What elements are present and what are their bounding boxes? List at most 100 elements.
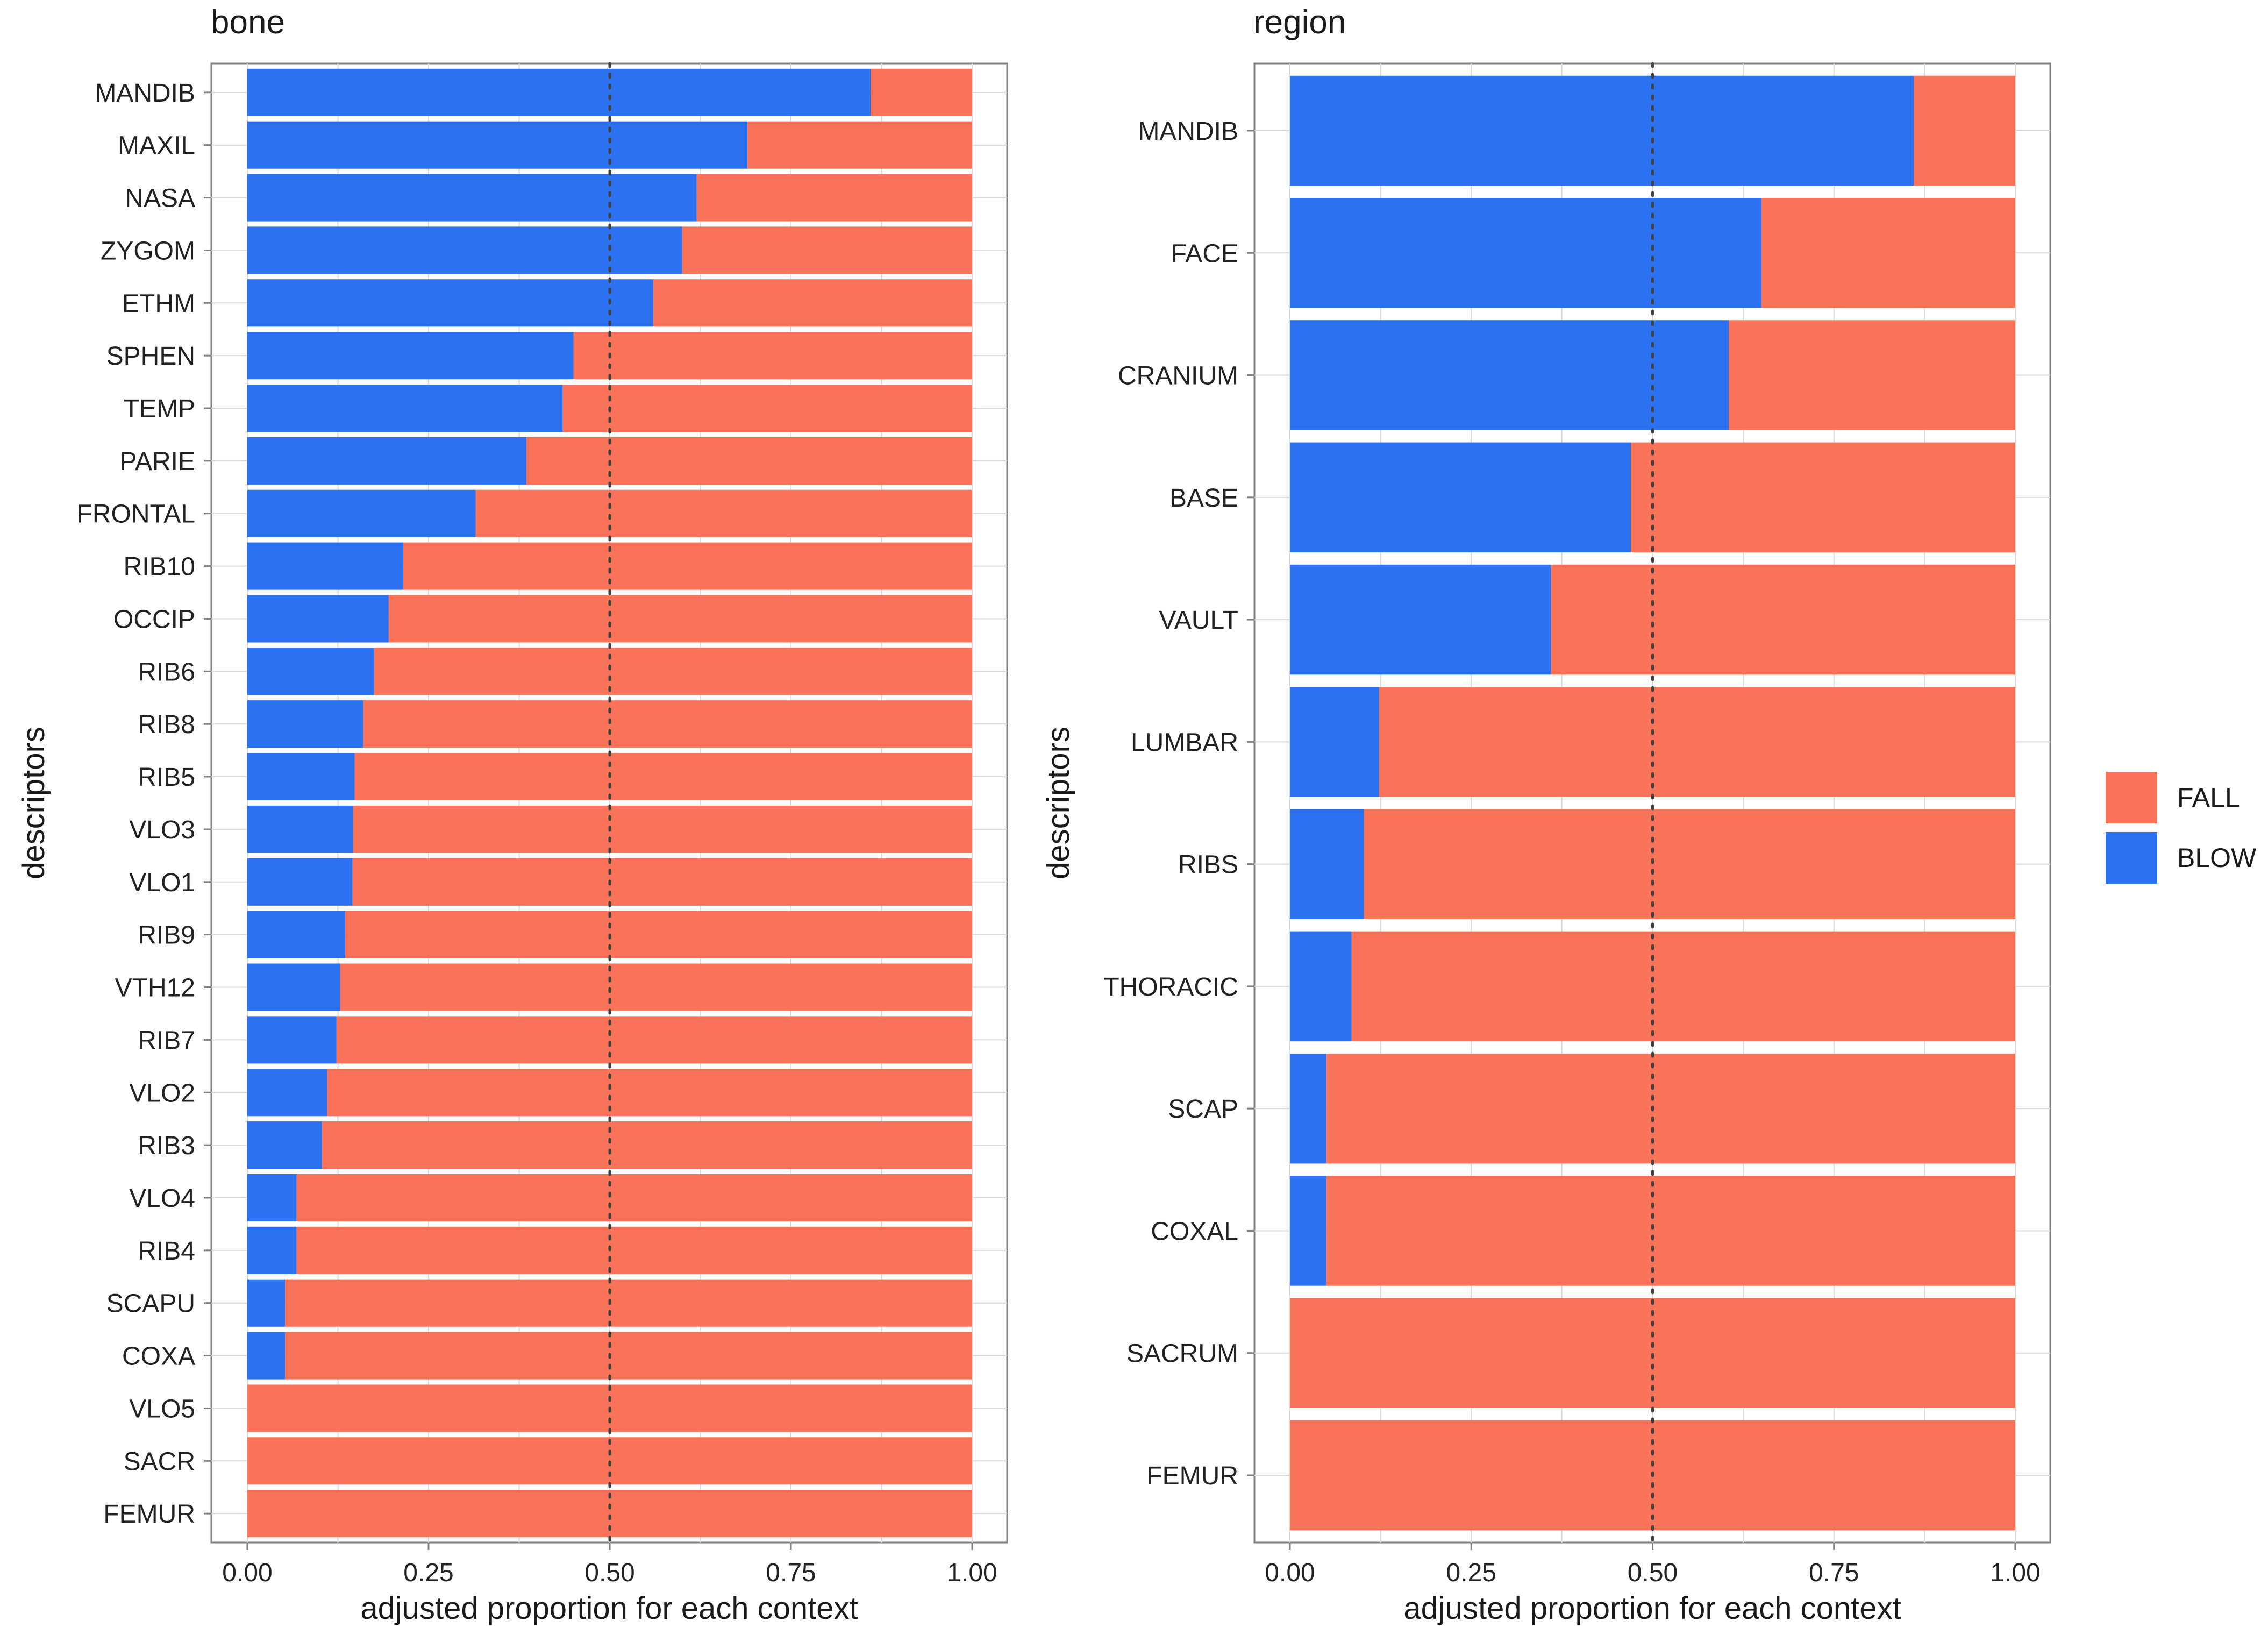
bone-bar-fall-vlo3: [353, 805, 972, 853]
bone-bar-blow-rib5: [247, 753, 355, 801]
region-bar-fall-cranium: [1729, 320, 2015, 430]
bone-y-tick-label: FEMUR: [103, 1500, 195, 1529]
bone-bar-blow-mandib: [247, 68, 871, 116]
bone-bar-blow-sphen: [247, 332, 574, 380]
region-bar-blow-vault: [1290, 564, 1551, 675]
bone-bar-blow-temp: [247, 384, 563, 432]
bone-bar-blow-rib6: [247, 648, 374, 695]
bone-y-tick-label: MANDIB: [95, 79, 195, 108]
region-bar-blow-ribs: [1290, 809, 1364, 919]
bone-bar-fall-rib8: [363, 700, 973, 748]
bone-y-tick-label: VLO2: [129, 1079, 195, 1107]
bone-y-tick-label: RIB7: [138, 1026, 195, 1055]
bone-bar-blow-vlo4: [247, 1174, 297, 1222]
bone-bar-blow-rib3: [247, 1121, 322, 1169]
bone-y-tick-label: PARIE: [120, 447, 195, 476]
bone-x-tick-label: 1.00: [947, 1559, 997, 1587]
bone-y-tick-label: OCCIP: [113, 605, 195, 634]
bone-bar-blow-ethm: [247, 279, 653, 327]
region-y-tick-label: MANDIB: [1138, 117, 1238, 146]
bone-bar-blow-coxa: [247, 1332, 286, 1380]
region-y-tick-label: LUMBAR: [1131, 728, 1238, 757]
region-bar-fall-scap: [1326, 1053, 2015, 1164]
legend: FALL BLOW: [2106, 772, 2257, 884]
bone-y-axis-label: descriptors: [16, 727, 51, 879]
region-bar-fall-ribs: [1364, 809, 2015, 919]
region-bar-blow-thoracic: [1290, 931, 1352, 1042]
bone-bar-blow-rib7: [247, 1016, 337, 1064]
bone-bar-fall-maxil: [747, 121, 972, 169]
region-bar-fall-base: [1631, 442, 2015, 553]
bone-bar-fall-scapu: [285, 1279, 973, 1327]
region-y-tick-label: CRANIUM: [1118, 362, 1238, 390]
region-bar-blow-lumbar: [1290, 687, 1379, 797]
region-bar-fall-coxal: [1326, 1176, 2015, 1286]
bone-y-tick-label: RIB6: [138, 658, 195, 686]
bone-bar-fall-rib6: [374, 648, 972, 695]
region-x-tick-label: 1.00: [1990, 1559, 2040, 1587]
region-y-tick-label: FEMUR: [1146, 1462, 1238, 1490]
bone-bar-fall-vlo2: [327, 1069, 972, 1117]
bone-bar-blow-vlo3: [247, 805, 353, 853]
bone-bar-fall-rib10: [403, 542, 972, 590]
bone-bar-blow-vlo2: [247, 1069, 327, 1117]
bone-bar-blow-occip: [247, 595, 389, 643]
bone-bar-fall-vlo1: [352, 858, 973, 906]
bone-y-tick-label: COXA: [122, 1342, 195, 1371]
region-x-axis-label: adjusted proportion for each context: [1403, 1591, 1901, 1626]
bone-bar-blow-scapu: [247, 1279, 286, 1327]
region-bar-blow-face: [1290, 198, 1761, 308]
bone-bar-blow-nasa: [247, 174, 697, 222]
region-y-axis-label: descriptors: [1041, 727, 1076, 879]
bone-y-tick-label: NASA: [125, 184, 195, 213]
region-bar-blow-base: [1290, 442, 1631, 553]
bone-x-axis-label: adjusted proportion for each context: [360, 1591, 858, 1626]
bone-x-tick-label: 0.50: [584, 1559, 634, 1587]
region-y-tick-label: SACRUM: [1126, 1340, 1238, 1368]
bone-bar-blow-rib4: [247, 1226, 297, 1274]
bone-bar-fall-rib3: [322, 1121, 972, 1169]
bone-y-tick-label: RIB10: [124, 553, 195, 581]
bone-y-tick-label: SCAPU: [106, 1290, 195, 1318]
region-bar-fall-lumbar: [1379, 687, 2015, 797]
bone-y-tick-label: SACR: [124, 1447, 195, 1476]
bone-bar-fall-sphen: [573, 332, 972, 380]
bone-y-tick-label: ZYGOM: [101, 237, 195, 265]
bone-bar-fall-parie: [526, 437, 972, 485]
region-bar-fall-thoracic: [1351, 931, 2015, 1042]
bone-bar-fall-ethm: [653, 279, 972, 327]
bone-y-tick-label: FRONTAL: [77, 500, 195, 529]
bone-y-tick-label: VLO5: [129, 1395, 195, 1423]
bone-bar-blow-rib9: [247, 911, 345, 958]
region-bar-fall-face: [1761, 198, 2015, 308]
region-x-tick-label: 0.75: [1809, 1559, 1859, 1587]
legend-label-fall: FALL: [2177, 783, 2240, 813]
bone-bar-fall-vth12: [340, 963, 973, 1011]
bone-bar-fall-rib5: [354, 753, 972, 801]
region-y-tick-label: FACE: [1171, 239, 1238, 268]
region-y-tick-label: COXAL: [1151, 1217, 1238, 1246]
bone-bar-fall-mandib: [871, 68, 972, 116]
bone-y-tick-label: RIB5: [138, 763, 195, 792]
bone-bar-blow-vlo1: [247, 858, 353, 906]
region-bar-blow-scap: [1290, 1053, 1326, 1164]
bone-y-tick-label: VLO1: [129, 869, 195, 897]
bone-bar-fall-temp: [562, 384, 972, 432]
bone-bar-blow-rib8: [247, 700, 363, 748]
bone-bar-blow-rib10: [247, 542, 403, 590]
region-x-tick-label: 0.00: [1265, 1559, 1315, 1587]
bone-x-tick-label: 0.00: [222, 1559, 272, 1587]
bone-y-tick-label: MAXIL: [118, 132, 195, 160]
region-y-tick-label: BASE: [1169, 484, 1238, 513]
bone-bar-fall-vlo4: [296, 1174, 972, 1222]
legend-label-blow: BLOW: [2177, 843, 2257, 873]
region-bar-blow-coxal: [1290, 1176, 1326, 1286]
region-bar-blow-mandib: [1290, 75, 1914, 186]
region-x-tick-label: 0.50: [1628, 1559, 1678, 1587]
bone-y-tick-label: RIB3: [138, 1132, 195, 1160]
bone-y-tick-label: SPHEN: [106, 342, 195, 371]
bone-y-tick-label: RIB8: [138, 710, 195, 739]
region-x-tick-label: 0.25: [1446, 1559, 1496, 1587]
bone-bar-blow-vth12: [247, 963, 340, 1011]
region-chart-title: region: [1253, 4, 1346, 41]
